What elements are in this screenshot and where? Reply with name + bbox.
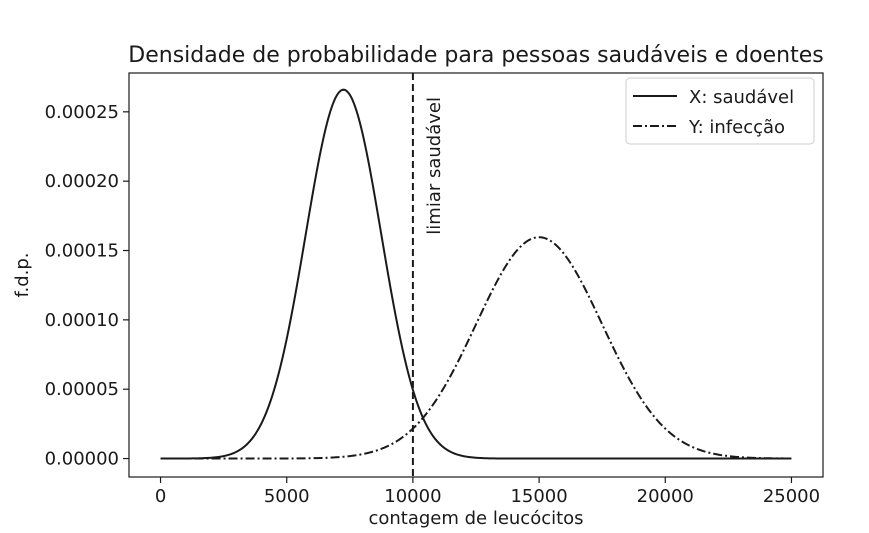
x-tick-label: 5000 bbox=[264, 486, 310, 507]
x-tick-label: 0 bbox=[155, 486, 166, 507]
y-tick-label: 0.00005 bbox=[45, 379, 119, 400]
series-line-infeccao bbox=[160, 236, 792, 460]
legend: X: saudável Y: infecção bbox=[625, 77, 815, 145]
y-tick-label: 0.00010 bbox=[45, 310, 119, 331]
x-tick-label: 20000 bbox=[637, 486, 694, 507]
x-axis: 0 5000 10000 15000 20000 25000 bbox=[155, 477, 820, 507]
threshold-label: limiar saudável bbox=[424, 97, 445, 235]
y-tick-label: 0.00025 bbox=[45, 102, 119, 123]
y-axis: 0.00000 0.00005 0.00010 0.00015 0.00020 0.000… bbox=[45, 102, 129, 470]
legend-label-saudavel: X: saudável bbox=[689, 87, 794, 108]
y-tick-label: 0.00020 bbox=[45, 171, 119, 192]
series-line-saudavel bbox=[160, 88, 792, 460]
x-axis-label: contagem de leucócitos bbox=[368, 508, 583, 529]
y-axis-label: f.d.p. bbox=[12, 252, 33, 297]
plot-area bbox=[128, 72, 824, 478]
x-tick-label: 15000 bbox=[510, 486, 567, 507]
y-tick-label: 0.00015 bbox=[45, 241, 119, 262]
legend-box bbox=[625, 77, 815, 145]
x-tick-label: 25000 bbox=[763, 486, 820, 507]
plot-series bbox=[160, 88, 792, 460]
legend-label-infeccao: Y: infecção bbox=[688, 117, 785, 138]
y-tick-label: 0.00000 bbox=[45, 449, 119, 470]
x-tick-label: 10000 bbox=[384, 486, 441, 507]
chart-title: Densidade de probabilidade para pessoas … bbox=[128, 43, 823, 68]
